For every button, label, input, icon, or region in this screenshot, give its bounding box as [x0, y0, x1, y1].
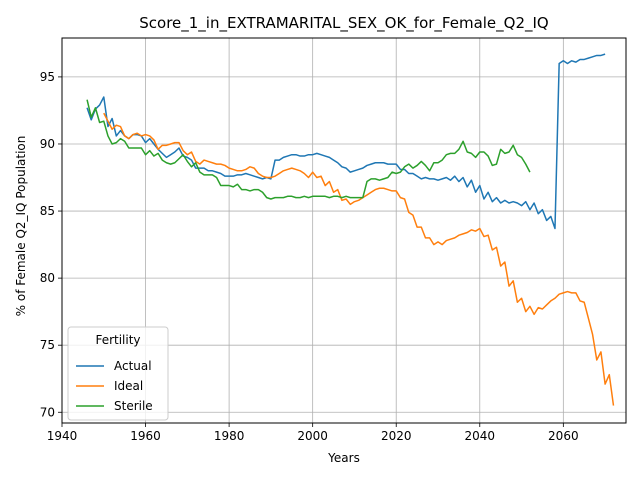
x-axis-label: Years — [327, 451, 360, 465]
series-line-sterile — [86, 99, 531, 200]
x-tick-label: 1980 — [214, 429, 245, 443]
x-tick-label: 2040 — [465, 429, 496, 443]
y-axis-label: % of Female Q2_IQ Population — [14, 136, 28, 317]
x-tick-label: 1960 — [130, 429, 161, 443]
legend-box — [67, 326, 169, 421]
y-tick-label: 90 — [40, 137, 55, 151]
y-axis-ticks: 70 75 80 85 90 95 — [40, 70, 62, 419]
series-line-actual — [86, 53, 606, 230]
legend-label-ideal: Ideal — [114, 379, 143, 393]
plot-frame — [61, 37, 627, 424]
y-tick-label: 85 — [40, 204, 55, 218]
x-tick-label: 2020 — [381, 429, 412, 443]
x-tick-label: 1940 — [47, 429, 78, 443]
y-tick-label: 80 — [40, 271, 55, 285]
x-tick-label: 2060 — [548, 429, 579, 443]
series-lines — [86, 53, 615, 406]
legend-title: Fertility — [95, 333, 140, 347]
legend-label-actual: Actual — [114, 359, 152, 373]
legend-label-sterile: Sterile — [114, 399, 153, 413]
y-tick-label: 95 — [40, 70, 55, 84]
x-axis-ticks: 1940 1960 1980 2000 2020 2040 2060 — [47, 423, 579, 443]
series-line-ideal — [103, 112, 615, 406]
x-tick-label: 2000 — [297, 429, 328, 443]
chart-title: Score_1_in_EXTRAMARITAL_SEX_OK_for_Femal… — [139, 14, 548, 33]
legend: Fertility Actual Ideal Sterile — [67, 326, 169, 421]
legend-entries: Actual Ideal Sterile — [76, 359, 153, 413]
y-tick-label: 70 — [40, 405, 55, 419]
y-tick-label: 75 — [40, 338, 55, 352]
